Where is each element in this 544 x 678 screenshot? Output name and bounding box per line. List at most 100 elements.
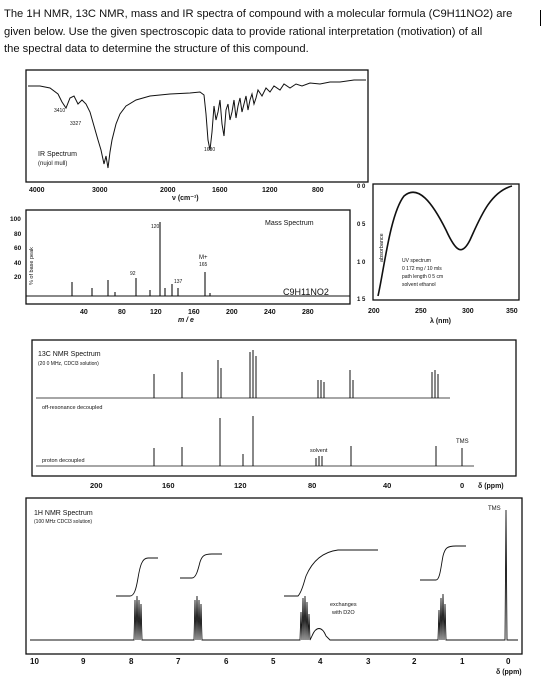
ir-title: IR Spectrum bbox=[38, 151, 77, 158]
h1-xtick-10: 10 bbox=[30, 657, 39, 666]
ir-panel: 3410 3327 1680 IR Spectrum (nujol mull) … bbox=[25, 69, 369, 202]
h1-frame bbox=[25, 497, 523, 655]
uv-ylabel: absorbance bbox=[379, 233, 385, 262]
ir-xtick-800: 800 bbox=[312, 187, 324, 194]
h1-integral-4 bbox=[420, 545, 466, 581]
mass-peak-label-165: 165 bbox=[199, 262, 208, 268]
c13-xtick-0: 0 bbox=[460, 481, 464, 490]
mass-peaks bbox=[71, 222, 211, 296]
h1-xtick-6: 6 bbox=[224, 657, 229, 666]
uv-xtick-250: 250 bbox=[415, 308, 427, 315]
c13-label-offres: off-resonance decoupled bbox=[42, 405, 102, 411]
c13-xtick-120: 120 bbox=[234, 481, 247, 490]
c13-pd-peaks bbox=[153, 416, 463, 466]
h1-xtick-0: 0 bbox=[506, 657, 511, 666]
uv-note-4: solvent ethanol bbox=[402, 282, 436, 288]
ir-xlabel: ν (cm⁻¹) bbox=[172, 195, 199, 202]
h1-xtick-3: 3 bbox=[366, 657, 371, 666]
h1-xlabel: δ (ppm) bbox=[496, 669, 522, 676]
question-line-2: given below. Use the given spectroscopic… bbox=[4, 25, 483, 38]
uv-xlabel: λ (nm) bbox=[430, 317, 451, 325]
c13-xlabel: δ (ppm) bbox=[478, 483, 504, 490]
ir-xtick-4000: 4000 bbox=[29, 187, 45, 194]
c13-xtick-200: 200 bbox=[90, 481, 103, 490]
mass-title: Mass Spectrum bbox=[265, 220, 314, 227]
uv-ytick-0: 0 0 bbox=[357, 184, 366, 190]
c13-xtick-160: 160 bbox=[162, 481, 175, 490]
ir-xtick-1600: 1600 bbox=[212, 187, 228, 194]
mass-ytick-20: 20 bbox=[14, 274, 22, 281]
ir-xtick-3000: 3000 bbox=[92, 187, 108, 194]
question-line-1: The 1H NMR, 13C NMR, mass and IR spectra… bbox=[4, 8, 513, 20]
c13-panel: 13C NMR Spectrum (20 0 MHz, CDCl3 soluti… bbox=[31, 339, 517, 490]
uv-xtick-350: 350 bbox=[506, 308, 518, 315]
h1-integral-3 bbox=[284, 549, 378, 597]
mass-peak-label-92: 92 bbox=[130, 271, 136, 277]
h1-annot-with-d2o: with D2O bbox=[331, 610, 355, 616]
ir-peak-label-3410: 3410 bbox=[54, 108, 65, 114]
question-line-3: the spectral data to determine the struc… bbox=[4, 43, 309, 55]
h1-xtick-4: 4 bbox=[318, 657, 323, 666]
h1-xtick-2: 2 bbox=[412, 657, 417, 666]
ir-trace bbox=[28, 79, 366, 169]
mass-ytick-40: 40 bbox=[14, 260, 22, 267]
mass-xtick-280: 280 bbox=[302, 309, 314, 316]
h1-xtick-8: 8 bbox=[129, 657, 134, 666]
uv-frame bbox=[372, 183, 520, 301]
h1-annot-tms: TMS bbox=[488, 506, 501, 512]
uv-panel: 0 0 0 5 1 0 1 5 absorbance UV spectrum 0… bbox=[357, 183, 520, 325]
c13-frame bbox=[31, 339, 517, 477]
ir-xtick-2000: 2000 bbox=[160, 187, 176, 194]
c13-offres-peaks bbox=[153, 350, 439, 398]
h1-panel: 1H NMR Spectrum (100 MHz CDCl3 solution)… bbox=[25, 497, 523, 676]
uv-note-1: UV spectrum bbox=[402, 258, 431, 264]
uv-xtick-300: 300 bbox=[462, 308, 474, 315]
mass-xtick-40: 40 bbox=[80, 309, 88, 316]
uv-trace bbox=[377, 185, 513, 297]
mass-xtick-200: 200 bbox=[226, 309, 238, 316]
mass-ytick-80: 80 bbox=[14, 231, 22, 238]
h1-xtick-7: 7 bbox=[176, 657, 181, 666]
h1-xtick-9: 9 bbox=[81, 657, 86, 666]
c13-annot-solvent: solvent bbox=[310, 448, 328, 454]
c13-label-proton-decoupled: proton decoupled bbox=[42, 458, 85, 464]
h1-xtick-1: 1 bbox=[460, 657, 465, 666]
ir-xtick-1200: 1200 bbox=[262, 187, 278, 194]
h1-annot-exchanges: exchanges bbox=[330, 602, 357, 608]
question-text: The 1H NMR, 13C NMR, mass and IR spectra… bbox=[4, 6, 540, 59]
mass-peak-label-120: 120 bbox=[151, 224, 160, 230]
h1-xtick-5: 5 bbox=[271, 657, 276, 666]
mass-ylabel: % of base peak bbox=[29, 247, 35, 285]
ir-peak-label-1680: 1680 bbox=[204, 147, 215, 153]
ir-frame bbox=[25, 69, 369, 183]
mass-xlabel: m / e bbox=[178, 317, 194, 324]
c13-annot-tms: TMS bbox=[456, 439, 469, 445]
h1-title: 1H NMR Spectrum bbox=[34, 510, 93, 517]
mass-frame bbox=[25, 209, 351, 305]
mass-peak-label-137: 137 bbox=[174, 279, 183, 285]
uv-xtick-200: 200 bbox=[368, 308, 380, 315]
mass-xtick-80: 80 bbox=[118, 309, 126, 316]
h1-integral-2 bbox=[180, 553, 222, 579]
uv-note-2: 0 172 mg / 10 mls bbox=[402, 266, 442, 272]
h1-integral-1 bbox=[116, 557, 158, 597]
mass-panel: 100 80 60 40 20 % of base peak Mass Spec… bbox=[10, 209, 351, 324]
h1-spectrum bbox=[30, 509, 518, 641]
uv-note-3: path length 0 5 cm bbox=[402, 274, 443, 280]
ir-subtitle: (nujol mull) bbox=[38, 161, 67, 167]
mass-ytick-60: 60 bbox=[14, 245, 22, 252]
mass-xtick-240: 240 bbox=[264, 309, 276, 316]
c13-title: 13C NMR Spectrum bbox=[38, 351, 101, 358]
mass-formula: C9H11NO2 bbox=[283, 287, 329, 297]
mass-xtick-160: 160 bbox=[188, 309, 200, 316]
mass-peak-label-m-plus: M+ bbox=[199, 255, 208, 261]
uv-ytick-15: 1 5 bbox=[357, 297, 366, 303]
mass-ytick-100: 100 bbox=[10, 216, 21, 223]
c13-xtick-40: 40 bbox=[383, 481, 391, 490]
c13-xtick-80: 80 bbox=[308, 481, 316, 490]
uv-ytick-05: 0 5 bbox=[357, 222, 366, 228]
ir-peak-label-3327: 3327 bbox=[70, 121, 81, 127]
text-cursor bbox=[540, 10, 541, 26]
c13-subtitle: (20 0 MHz, CDCl3 solution) bbox=[38, 361, 99, 367]
